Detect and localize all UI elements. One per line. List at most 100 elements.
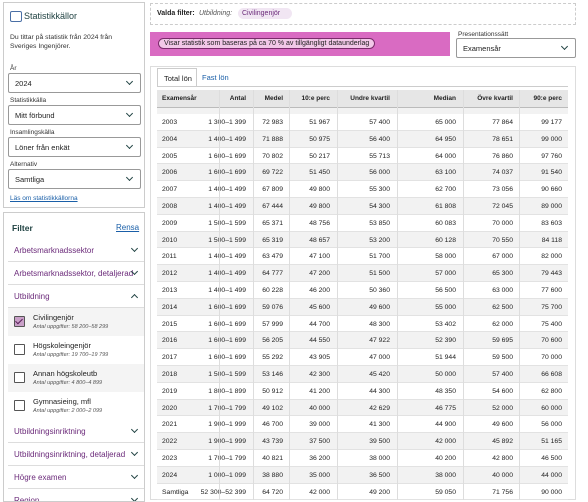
cell: 46 200 (309, 287, 330, 294)
tab[interactable]: Fast lön (202, 73, 229, 82)
filter-option[interactable]: Högskoleingenjör Antal uppgifter: 19 700–… (8, 336, 144, 364)
row-header: 2015 (162, 320, 178, 328)
filter-chip[interactable]: Civilingenjör (238, 8, 293, 19)
select[interactable]: Mitt förbund (8, 105, 141, 125)
cell: 50 360 (369, 287, 390, 294)
filter-section[interactable]: Arbetsmarknadssektor, detaljerad (8, 262, 144, 285)
field-label: År (10, 65, 17, 72)
row-header: 2024 (162, 471, 178, 479)
checkbox[interactable] (14, 400, 25, 411)
clear-button[interactable]: Rensa (116, 223, 140, 232)
row-header: 2017 (162, 354, 178, 362)
column-separator (219, 90, 220, 500)
row-header: 2014 (162, 303, 178, 311)
filter-option[interactable]: Gymnasieing, mfl Antal uppgifter: 2 000–2… (8, 392, 144, 420)
checkbox[interactable] (14, 372, 25, 383)
cell: 57 999 (262, 320, 283, 328)
cell: 41 200 (309, 387, 330, 395)
cell: 71 888 (262, 135, 283, 143)
cell: 55 292 (262, 354, 283, 362)
tab-active[interactable]: Total lön (157, 68, 197, 87)
presentation-value: Examensår (463, 44, 501, 53)
filter-title: Filter (12, 223, 33, 233)
cell: 50 975 (309, 135, 330, 143)
row-bg (157, 214, 568, 232)
filter-section[interactable]: Utbildningsinriktning (8, 420, 144, 443)
select[interactable]: Löner från enkät (8, 137, 141, 157)
checkbox[interactable] (14, 316, 25, 327)
filter-section[interactable]: Utbildning (8, 285, 144, 308)
cell: 49 600 (492, 421, 513, 429)
cell: 56 000 (369, 169, 390, 177)
row-bg (157, 433, 568, 450)
column-header: 10:e perc (301, 95, 330, 102)
presentation-select[interactable]: Examensår (456, 38, 576, 58)
cell: 77 600 (541, 287, 562, 294)
option-label: Högskoleingenjör (33, 341, 91, 350)
cell: 51 967 (309, 119, 330, 126)
row-header: 2022 (162, 438, 178, 446)
presentation-label: Presentationssätt (458, 31, 509, 38)
select[interactable]: Samtliga (8, 169, 141, 189)
cell: 52 390 (435, 337, 456, 345)
cell: 63 479 (262, 253, 283, 261)
selected-filters: Valda filter: Utbildning: Civilingenjör (150, 3, 576, 25)
filter-section[interactable]: Region (8, 489, 144, 501)
cell: 48 657 (309, 236, 330, 244)
cell: 50 217 (309, 152, 330, 160)
checkbox[interactable] (14, 344, 25, 355)
cell: 1 600–1 699 (208, 320, 246, 328)
select[interactable]: 2024 (8, 73, 141, 93)
cell: 49 200 (369, 488, 390, 496)
filter-option[interactable]: Annan högskoleutb Antal uppgifter: 4 800–… (8, 364, 144, 392)
cell: 67 000 (492, 253, 513, 261)
row-bg (157, 248, 568, 266)
row-bg (157, 399, 568, 417)
cell: 37 500 (309, 438, 330, 446)
row-bg (157, 108, 568, 114)
cell: 42 300 (309, 371, 330, 378)
chevron (130, 267, 139, 276)
column-header: Undre kvartil (350, 95, 390, 102)
filter-option[interactable]: Civilingenjör Antal uppgifter: 58 200–58 … (8, 308, 144, 336)
cell: 60 128 (435, 236, 456, 244)
notice-text: Visar statistik som baseras på ca 70 % a… (158, 38, 376, 49)
cell: 46 500 (541, 455, 562, 462)
cell: 59 695 (492, 337, 513, 345)
cell: 39 000 (309, 421, 330, 429)
cell: 38 000 (435, 471, 456, 479)
cell: 60 083 (435, 219, 456, 227)
filter-section[interactable]: Högre examen (8, 466, 144, 489)
cell: 90 000 (541, 488, 562, 496)
chevron (130, 293, 139, 302)
cell: 51 700 (369, 253, 390, 261)
cell: 1 500–1 599 (208, 236, 246, 244)
cell: 54 600 (492, 387, 513, 395)
cell: 89 000 (541, 203, 562, 210)
row-bg (157, 198, 568, 215)
filter-section[interactable]: Arbetsmarknadssektor (8, 239, 144, 262)
row-bg (157, 147, 568, 165)
cell: 97 760 (541, 152, 562, 160)
column-separator (463, 90, 464, 500)
cell: 1 600–1 699 (208, 152, 246, 160)
row-header: 2010 (162, 236, 178, 244)
row-bg (157, 315, 568, 333)
cell: 99 177 (541, 119, 562, 126)
cell: 50 000 (435, 371, 456, 378)
option-count: Antal uppgifter: 4 800–4 899 (33, 380, 103, 386)
cell: 70 600 (541, 337, 562, 345)
cell: 64 000 (435, 152, 456, 160)
cell: 59 050 (435, 488, 456, 496)
chevron (130, 494, 139, 501)
cell: 57 400 (492, 371, 513, 378)
row-header: 2019 (162, 387, 178, 395)
cell: 51 944 (435, 354, 456, 362)
cell: 59 076 (262, 303, 283, 311)
cell: 57 400 (369, 119, 390, 126)
cell: 1 900–1 999 (208, 421, 246, 429)
cell: 90 660 (541, 186, 562, 194)
link[interactable]: Läs om statistikkällorna (10, 195, 78, 202)
filter-section[interactable]: Utbildningsinriktning, detaljerad (8, 443, 144, 466)
cell: 55 300 (369, 186, 390, 194)
